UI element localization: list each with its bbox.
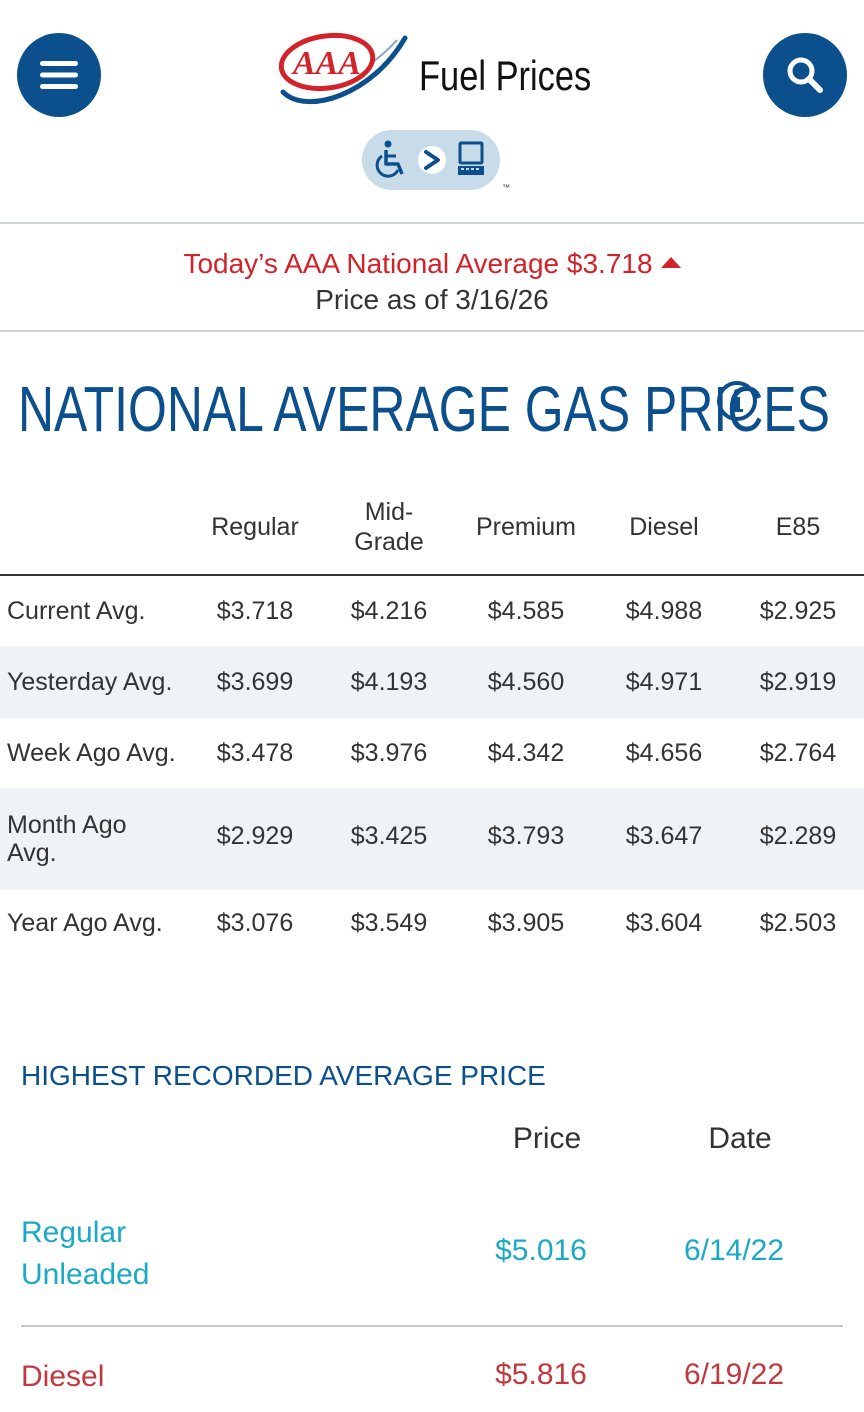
table-cell: $3.647	[625, 821, 703, 850]
national-average-banner: Today’s AAA National Average $3.718 Pric…	[0, 224, 864, 330]
table-cell: $2.503	[759, 908, 837, 937]
column-header: Mid- Grade	[354, 498, 424, 556]
column-header: E85	[775, 513, 821, 541]
price-column-header: Price	[512, 1122, 582, 1155]
table-cell: $3.478	[216, 738, 294, 767]
table-cell: $4.971	[625, 667, 703, 696]
wheelchair-icon	[375, 140, 404, 178]
table-cell: $2.919	[759, 667, 837, 696]
row-divider	[21, 1325, 843, 1327]
header-divider	[0, 222, 864, 224]
highest-recorded-title: HIGHEST RECORDED AVERAGE PRICE	[21, 1060, 546, 1091]
svg-text:AAA: AAA	[291, 45, 361, 82]
table-row: Year Ago Avg. $3.076 $3.549 $3.905 $3.60…	[0, 890, 864, 956]
table-row: Week Ago Avg. $3.478 $3.976 $4.342 $4.65…	[0, 718, 864, 788]
section-title: NATIONAL AVERAGE GAS PRICES	[18, 373, 830, 445]
table-cell: $3.604	[625, 908, 703, 937]
table-cell: $4.342	[487, 738, 565, 767]
table-cell: $3.549	[350, 908, 428, 937]
diesel-label: Diesel	[21, 1360, 105, 1393]
svg-text:™: ™	[502, 183, 510, 192]
table-cell: $4.560	[487, 667, 565, 696]
menu-button[interactable]	[17, 33, 101, 117]
national-average-line: Today’s AAA National Average $3.718	[0, 248, 864, 280]
trend-up-icon	[660, 257, 681, 268]
table-cell: $3.905	[487, 908, 565, 937]
date-column-header: Date	[708, 1122, 772, 1155]
column-header: Premium	[475, 513, 576, 541]
row-label: Current Avg.	[7, 597, 146, 625]
page-title: Fuel Prices	[419, 52, 592, 99]
chevron-right-icon	[424, 150, 440, 170]
table-row: Current Avg. $3.718 $4.216 $4.585 $4.988…	[0, 576, 864, 646]
table-cell: $3.425	[350, 821, 428, 850]
table-cell: $3.976	[350, 738, 428, 767]
table-header-divider	[0, 574, 864, 576]
hamburger-menu-icon	[40, 61, 78, 89]
regular-unleaded-date: 6/14/22	[683, 1234, 785, 1267]
table-row: Yesterday Avg. $3.699 $4.193 $4.560 $4.9…	[0, 646, 864, 718]
table-cell: $4.988	[625, 596, 703, 625]
table-row: Month Ago Avg. $2.929 $3.425 $3.793 $3.6…	[0, 788, 864, 890]
table-cell: $2.929	[216, 821, 294, 850]
accessibility-badge[interactable]: ™	[352, 130, 516, 192]
table-cell: $4.216	[350, 596, 428, 625]
table-cell: $2.289	[759, 821, 837, 850]
table-cell: $2.764	[759, 738, 837, 767]
row-label: Year Ago Avg.	[7, 909, 163, 937]
table-cell: $4.585	[487, 596, 565, 625]
table-cell: $4.656	[625, 738, 703, 767]
table-cell: $2.925	[759, 596, 837, 625]
column-header: Diesel	[629, 513, 699, 541]
diesel-date: 6/19/22	[683, 1358, 785, 1391]
computer-icon	[458, 141, 484, 175]
info-icon[interactable]	[716, 380, 758, 422]
app-header: AAA Fuel Prices ™	[0, 0, 864, 222]
national-average-text: Today’s AAA National Average $3.718	[183, 248, 653, 279]
row-label: Month Ago Avg.	[7, 811, 127, 867]
search-icon	[787, 57, 823, 93]
row-label: Yesterday Avg.	[7, 668, 173, 696]
regular-unleaded-price: $5.016	[495, 1234, 587, 1267]
table-cell: $3.718	[216, 596, 294, 625]
diesel-price: $5.816	[495, 1358, 587, 1391]
column-header: Regular	[211, 513, 299, 541]
aaa-logo[interactable]: AAA	[277, 30, 409, 110]
table-cell: $3.076	[216, 908, 294, 937]
search-button[interactable]	[763, 33, 847, 117]
row-label: Week Ago Avg.	[7, 739, 176, 767]
table-cell: $3.699	[216, 667, 294, 696]
table-cell: $3.793	[487, 821, 565, 850]
table-cell: $4.193	[350, 667, 428, 696]
banner-divider	[0, 330, 864, 332]
price-date: Price as of 3/16/26	[315, 284, 549, 315]
regular-unleaded-label: Regular Unleaded	[21, 1216, 150, 1291]
